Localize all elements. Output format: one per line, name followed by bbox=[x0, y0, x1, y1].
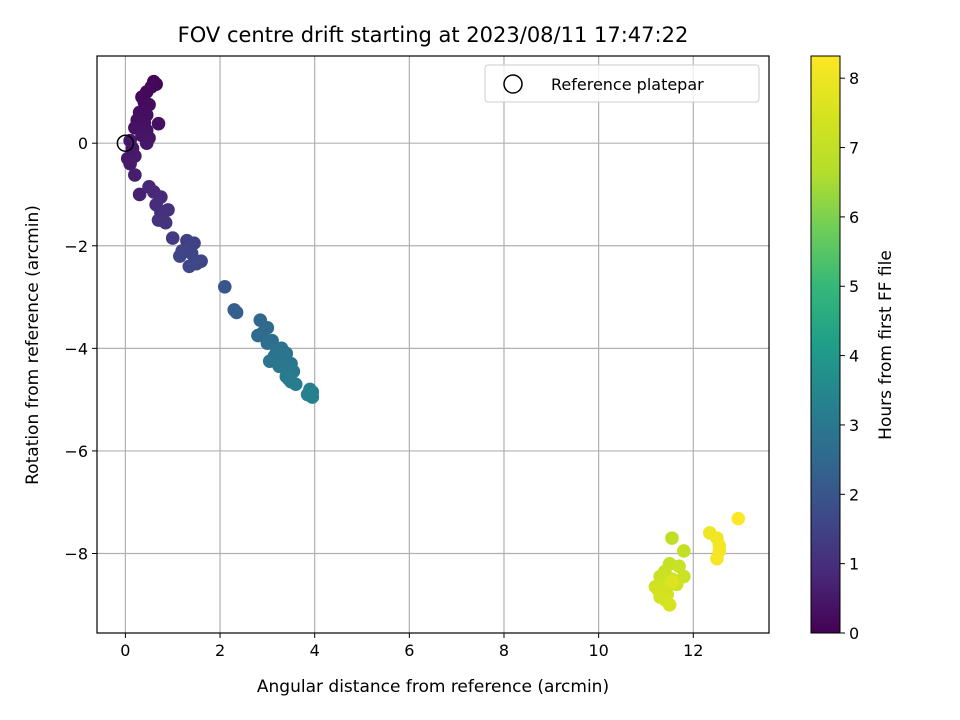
data-point bbox=[132, 187, 147, 202]
colorbar-label: Hours from first FF file bbox=[876, 250, 896, 440]
legend-entry-label: Reference platepar bbox=[551, 75, 704, 94]
x-tick-label: 4 bbox=[310, 641, 320, 660]
x-tick-label: 10 bbox=[588, 641, 608, 660]
y-axis-ticks: −8 −6 −4 −2 0 bbox=[64, 134, 97, 564]
colorbar: 0 1 2 3 4 5 6 7 8 Hours from first FF file bbox=[810, 55, 896, 643]
data-point bbox=[151, 116, 166, 131]
x-tick-label: 6 bbox=[404, 641, 414, 660]
data-point bbox=[123, 156, 137, 171]
x-tick-label: 2 bbox=[215, 641, 225, 660]
y-tick-label: 0 bbox=[78, 134, 88, 153]
legend: Reference platepar bbox=[484, 64, 760, 103]
data-point bbox=[217, 280, 232, 294]
x-tick-label: 0 bbox=[120, 641, 130, 660]
colorbar-tick-label: 0 bbox=[849, 624, 859, 643]
colorbar-tick-label: 7 bbox=[849, 139, 859, 158]
data-point bbox=[251, 328, 265, 343]
x-tick-label: 12 bbox=[683, 641, 703, 660]
reference-platepar-marker bbox=[116, 134, 135, 152]
x-axis-label: Angular distance from reference (arcmin) bbox=[257, 677, 609, 697]
colorbar-tick-label: 6 bbox=[849, 208, 859, 227]
data-point bbox=[281, 372, 296, 386]
colorbar-tick-label: 4 bbox=[849, 347, 859, 366]
x-tick-label: 8 bbox=[499, 641, 509, 660]
data-point bbox=[139, 136, 154, 150]
chart-title: FOV centre drift starting at 2023/08/11 … bbox=[178, 23, 689, 47]
plot-frame bbox=[96, 55, 770, 634]
data-point bbox=[158, 215, 173, 230]
colorbar-tick-label: 5 bbox=[849, 277, 859, 296]
colorbar-tick-label: 1 bbox=[849, 555, 859, 574]
data-point bbox=[665, 574, 679, 589]
data-point bbox=[229, 305, 244, 320]
x-axis-ticks: 0 2 4 6 8 10 12 bbox=[120, 633, 703, 660]
data-points bbox=[120, 74, 746, 612]
colorbar-tick-label: 2 bbox=[849, 485, 859, 504]
data-point bbox=[665, 531, 679, 545]
colorbar-tick-label: 8 bbox=[849, 69, 859, 88]
colorbar-tick-label: 3 bbox=[849, 416, 859, 435]
y-tick-label: −6 bbox=[64, 442, 88, 461]
data-point bbox=[182, 259, 197, 274]
data-point bbox=[260, 336, 275, 351]
data-point bbox=[731, 511, 746, 526]
data-point bbox=[672, 559, 686, 574]
data-point bbox=[662, 597, 677, 612]
data-point bbox=[305, 390, 320, 404]
data-point bbox=[677, 544, 691, 558]
data-point bbox=[653, 569, 667, 584]
grid-lines bbox=[97, 56, 769, 633]
data-point bbox=[128, 168, 142, 182]
data-point bbox=[142, 97, 156, 112]
colorbar-gradient bbox=[810, 55, 841, 634]
y-axis-label: Rotation from reference (arcmin) bbox=[23, 205, 43, 485]
colorbar-ticks: 0 1 2 3 4 5 6 7 8 bbox=[840, 69, 859, 643]
data-point bbox=[184, 246, 199, 261]
legend-box bbox=[484, 64, 760, 103]
y-tick-label: −4 bbox=[64, 339, 88, 358]
data-point bbox=[173, 249, 187, 263]
data-point bbox=[165, 231, 180, 245]
y-tick-label: −2 bbox=[64, 237, 88, 256]
data-point bbox=[161, 203, 175, 217]
y-tick-label: −8 bbox=[64, 545, 88, 564]
data-point bbox=[710, 551, 724, 566]
legend-marker bbox=[503, 74, 523, 94]
